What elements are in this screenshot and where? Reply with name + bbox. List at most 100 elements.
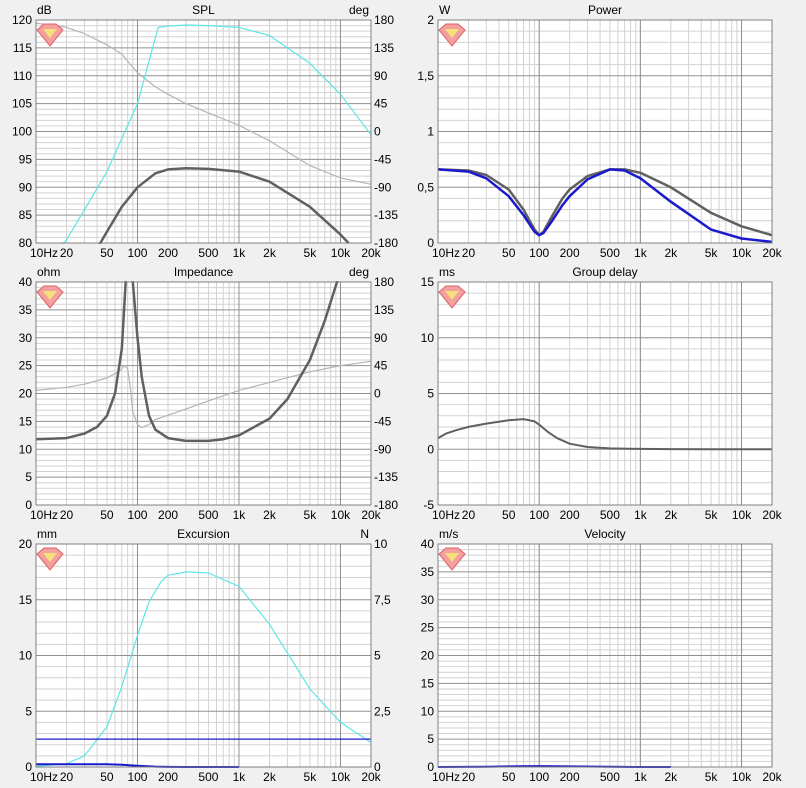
spl-chart: SPL dB 80 85 90 95 100 105 110 115 120 deg -180 -135 -… xyxy=(12,3,398,260)
x-tick-label: 50 xyxy=(502,508,516,522)
x-tick-label: 2k xyxy=(263,246,277,260)
y2-tick-label: 7,5 xyxy=(374,593,391,607)
y-tick-label: 25 xyxy=(19,359,33,373)
series-line xyxy=(438,168,772,244)
x-tick-label: 1k xyxy=(634,770,648,784)
x-tick-label: 2k xyxy=(664,246,678,260)
x-tick-label: 10k xyxy=(732,508,752,522)
y2-axis-unit: deg xyxy=(349,265,369,279)
y-tick-label: 20 xyxy=(19,387,33,401)
plot-border xyxy=(35,543,372,768)
x-tick-label: 1k xyxy=(233,770,247,784)
x-tick-label: 2k xyxy=(664,770,678,784)
x-tick-label: 2k xyxy=(263,508,277,522)
chart-title: Group delay xyxy=(572,265,637,279)
x-tick-label: 20k xyxy=(361,508,381,522)
plot-border xyxy=(35,19,372,244)
y2-tick-label: 0 xyxy=(374,387,381,401)
y2-axis-unit: deg xyxy=(349,3,369,17)
y-tick-label: 95 xyxy=(19,152,33,166)
y-tick-label: 0 xyxy=(25,498,32,512)
y2-tick-label: 45 xyxy=(374,97,388,111)
y-tick-label: 0 xyxy=(427,442,434,456)
plot-border xyxy=(437,543,773,768)
x-tick-label: 5k xyxy=(705,246,719,260)
x-tick-label: 5k xyxy=(304,246,318,260)
x-tick-label: 20k xyxy=(361,246,381,260)
y-tick-label: 40 xyxy=(421,537,435,551)
y-axis-unit: W xyxy=(439,3,451,17)
x-tick-label: 100 xyxy=(529,770,549,784)
x-tick-label: 20k xyxy=(762,246,782,260)
series-line xyxy=(61,24,371,244)
x-tick-label: 500 xyxy=(600,246,620,260)
y2-tick-label: 135 xyxy=(374,303,394,317)
group-delay-chart: Group delay ms -5 0 5 10 15 10Hz 20 50 100 200 500 1k… xyxy=(421,265,783,522)
x-tick-label: 10Hz xyxy=(30,246,58,260)
y2-tick-label: 5 xyxy=(374,649,381,663)
plot-border xyxy=(437,19,773,244)
x-tick-label: 20 xyxy=(60,246,74,260)
y-tick-label: 20 xyxy=(19,537,33,551)
x-tick-label: 50 xyxy=(502,770,516,784)
y-tick-label: 85 xyxy=(19,208,33,222)
impedance-chart: Impedance ohm 0 5 10 15 20 25 30 35 40 deg -180 -135 -… xyxy=(19,265,399,522)
y-tick-label: 10 xyxy=(19,649,33,663)
x-tick-label: 20 xyxy=(60,508,74,522)
app-logo-icon xyxy=(438,23,466,47)
x-tick-label: 100 xyxy=(127,246,147,260)
x-tick-label: 2k xyxy=(664,508,678,522)
x-tick-label: 200 xyxy=(158,508,178,522)
x-tick-label: 200 xyxy=(560,770,580,784)
y2-tick-label: 45 xyxy=(374,359,388,373)
power-chart: Power W 0 0,5 1 1,5 2 10Hz 20 50 100 200 500 1k 2k 5k 10… xyxy=(417,3,782,260)
y-tick-label: 0,5 xyxy=(417,180,434,194)
x-tick-label: 20k xyxy=(762,508,782,522)
plot-border xyxy=(35,281,372,506)
app-logo-icon xyxy=(438,285,466,309)
y-tick-label: 15 xyxy=(19,593,33,607)
x-tick-label: 50 xyxy=(100,246,114,260)
y-tick-label: 10 xyxy=(421,704,435,718)
y-tick-label: 35 xyxy=(19,303,33,317)
x-tick-label: 50 xyxy=(100,508,114,522)
x-tick-label: 20k xyxy=(361,770,381,784)
x-tick-label: 2k xyxy=(263,770,277,784)
x-tick-label: 10Hz xyxy=(432,770,460,784)
y2-tick-label: 135 xyxy=(374,41,394,55)
x-tick-label: 5k xyxy=(705,770,719,784)
x-tick-label: 1k xyxy=(233,246,247,260)
chart-title: Excursion xyxy=(177,527,230,541)
x-tick-label: 50 xyxy=(502,246,516,260)
y-tick-label: 0 xyxy=(427,236,434,250)
series-line xyxy=(36,360,371,429)
x-tick-label: 500 xyxy=(198,246,218,260)
y-tick-label: 15 xyxy=(19,414,33,428)
y-tick-label: 1,5 xyxy=(417,69,434,83)
y-axis-unit: ms xyxy=(439,265,455,279)
x-tick-label: 100 xyxy=(127,770,147,784)
y-tick-label: 10 xyxy=(19,442,33,456)
y2-tick-label: 2,5 xyxy=(374,704,391,718)
x-tick-label: 500 xyxy=(198,770,218,784)
y-tick-label: 10 xyxy=(421,331,435,345)
x-tick-label: 10k xyxy=(331,770,351,784)
x-tick-label: 500 xyxy=(198,508,218,522)
y2-tick-label: -45 xyxy=(374,414,392,428)
x-tick-label: 10k xyxy=(732,246,752,260)
y2-axis-unit: N xyxy=(360,527,369,541)
y2-tick-label: -180 xyxy=(374,498,398,512)
y-tick-label: 110 xyxy=(13,69,32,83)
y2-tick-label: 90 xyxy=(374,69,388,83)
x-tick-label: 20 xyxy=(462,508,476,522)
x-tick-label: 10Hz xyxy=(30,770,58,784)
y-tick-label: 5 xyxy=(25,470,32,484)
x-tick-label: 10k xyxy=(331,246,351,260)
y2-tick-label: 90 xyxy=(374,331,388,345)
y-tick-label: 5 xyxy=(25,704,32,718)
app-logo-icon xyxy=(36,285,64,309)
chart-title: SPL xyxy=(192,3,215,17)
